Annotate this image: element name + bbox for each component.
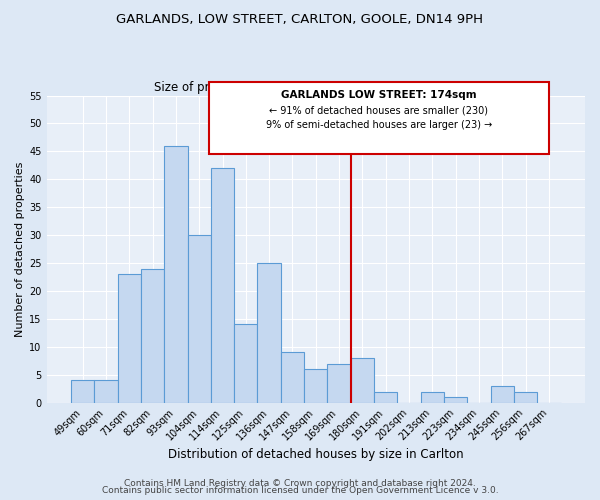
X-axis label: Distribution of detached houses by size in Carlton: Distribution of detached houses by size … [168, 448, 464, 461]
Bar [211, 168, 234, 402]
Bar [94, 380, 118, 402]
Bar [188, 235, 211, 402]
Text: Contains HM Land Registry data © Crown copyright and database right 2024.: Contains HM Land Registry data © Crown c… [124, 478, 476, 488]
Bar [444, 397, 467, 402]
Bar [421, 392, 444, 402]
Title: Size of property relative to detached houses in Carlton: Size of property relative to detached ho… [154, 82, 478, 94]
Bar [118, 274, 141, 402]
Bar [374, 392, 397, 402]
Text: ← 91% of detached houses are smaller (230): ← 91% of detached houses are smaller (23… [269, 106, 488, 116]
Text: 9% of semi-detached houses are larger (23) →: 9% of semi-detached houses are larger (2… [266, 120, 492, 130]
Bar [257, 263, 281, 402]
Bar [304, 369, 328, 402]
FancyBboxPatch shape [209, 82, 549, 154]
Bar [164, 146, 188, 403]
Bar [281, 352, 304, 403]
Bar [351, 358, 374, 403]
Text: Contains public sector information licensed under the Open Government Licence v : Contains public sector information licen… [101, 486, 499, 495]
Y-axis label: Number of detached properties: Number of detached properties [15, 162, 25, 337]
Bar [234, 324, 257, 402]
Text: GARLANDS, LOW STREET, CARLTON, GOOLE, DN14 9PH: GARLANDS, LOW STREET, CARLTON, GOOLE, DN… [116, 12, 484, 26]
Bar [141, 268, 164, 402]
Bar [491, 386, 514, 402]
Text: GARLANDS LOW STREET: 174sqm: GARLANDS LOW STREET: 174sqm [281, 90, 476, 100]
Bar [71, 380, 94, 402]
Bar [514, 392, 537, 402]
Bar [328, 364, 351, 403]
